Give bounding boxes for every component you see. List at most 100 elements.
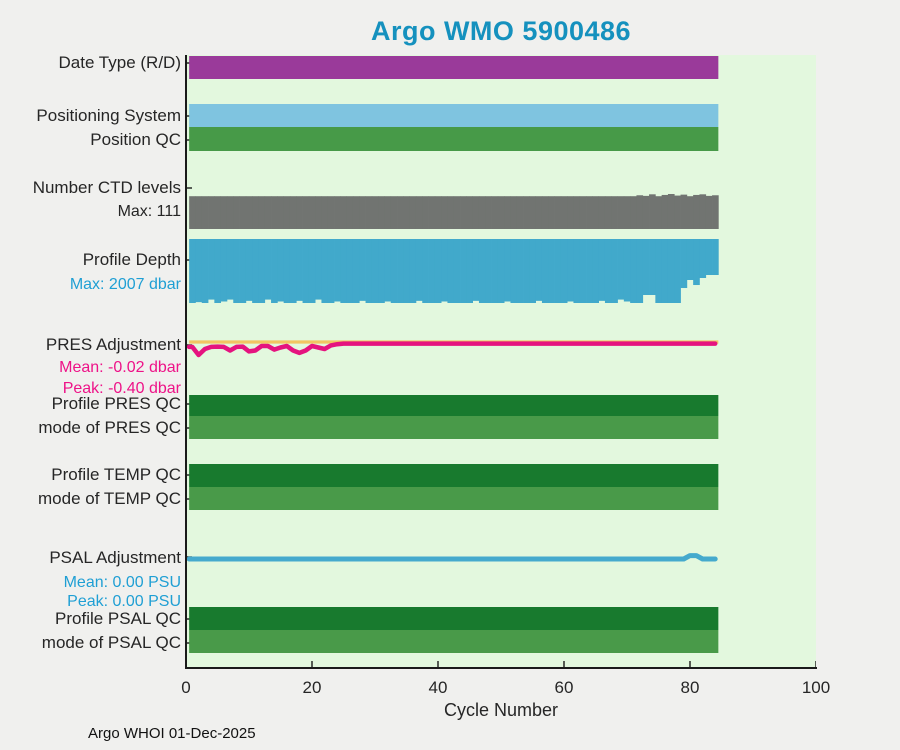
profile_depth-bar <box>233 239 240 303</box>
x-axis-title: Cycle Number <box>443 700 559 720</box>
profile_depth-bar <box>649 239 656 295</box>
profile_depth-bar <box>239 239 247 303</box>
row-label: Profile TEMP QC <box>51 465 181 484</box>
ctd_levels-bar <box>296 196 303 229</box>
ctd_levels-bar <box>674 195 681 229</box>
profile_depth-bar <box>491 239 499 303</box>
ctd_levels-bar <box>573 196 581 229</box>
ctd_levels-bar <box>258 196 266 229</box>
profile_depth-bar <box>340 239 347 303</box>
profile_depth-bar <box>264 239 272 300</box>
profile_depth-bar <box>422 239 429 303</box>
x-tick-label: 100 <box>801 678 831 697</box>
chart-title: Argo WMO 5900486 <box>370 16 632 46</box>
profile_depth-bar <box>226 239 234 300</box>
ctd_levels-bar <box>195 196 203 229</box>
profile_depth-bar <box>611 239 618 303</box>
ctd_levels-bar <box>523 196 530 229</box>
ctd_levels-bar <box>239 196 247 229</box>
ctd_levels-bar <box>390 196 398 229</box>
row-label: Peak: -0.40 dbar <box>62 380 181 397</box>
ctd_levels-bar <box>302 196 310 229</box>
position_qc-band <box>189 127 719 151</box>
ctd_levels-bar <box>579 196 587 229</box>
x-tick-label: 80 <box>680 678 700 697</box>
profile_depth-bar <box>352 239 360 303</box>
ctd_levels-bar <box>642 195 650 229</box>
x-tick-label: 20 <box>302 678 322 697</box>
x-tick-label: 40 <box>428 678 448 697</box>
profile_depth-bar <box>397 239 404 303</box>
row-label: mode of PRES QC <box>38 418 181 437</box>
profile_depth-bar <box>296 239 303 301</box>
profile_depth-bar <box>283 239 291 303</box>
row-label: Profile PSAL QC <box>55 609 181 628</box>
row-label: PRES Adjustment <box>45 335 181 354</box>
ctd_levels-bar <box>478 196 486 229</box>
ctd_levels-bar <box>352 196 360 229</box>
profile_depth-bar <box>220 239 228 302</box>
profile_depth-bar <box>535 239 543 301</box>
profile_depth-bar <box>623 239 631 302</box>
profile_depth-bar <box>277 239 284 302</box>
ctd_levels-bar <box>661 194 669 229</box>
ctd_levels-bar <box>422 196 429 229</box>
profile_depth-bar <box>573 239 581 303</box>
ctd_levels-bar <box>289 196 297 229</box>
ctd_levels-bar <box>447 196 455 229</box>
ctd_levels-bar <box>699 194 707 229</box>
ctd_levels-bar <box>321 196 329 229</box>
ctd_levels-bar <box>397 196 404 229</box>
profile_depth-bar <box>497 239 505 303</box>
profile_depth-bar <box>308 239 316 303</box>
ctd_levels-bar <box>504 196 511 229</box>
row-label: Number CTD levels <box>32 178 181 197</box>
profile_depth-bar <box>472 239 480 301</box>
ctd_levels-bar <box>334 196 341 229</box>
row-label: mode of TEMP QC <box>38 489 181 508</box>
profile_depth-bar <box>447 239 455 303</box>
ctd_levels-bar <box>327 196 335 229</box>
profile_depth-bar <box>667 239 675 303</box>
profile_depth-bar <box>378 239 385 303</box>
profile_depth-bar <box>516 239 524 303</box>
profile_depth-bar <box>478 239 486 303</box>
mode_pres_qc-band <box>189 416 719 439</box>
ctd_levels-bar <box>567 196 574 229</box>
profile_depth-bar <box>302 239 310 303</box>
profile_depth-bar <box>485 239 492 303</box>
row-label: mode of PSAL QC <box>41 633 181 652</box>
profile_depth-bar <box>390 239 398 303</box>
x-tick-label: 60 <box>554 678 574 697</box>
profile_depth-bar <box>680 239 688 289</box>
ctd_levels-bar <box>623 196 631 229</box>
ctd_levels-bar <box>365 196 373 229</box>
ctd_levels-bar <box>655 196 662 229</box>
plot-area <box>186 55 816 668</box>
profile_depth-bar <box>705 239 713 276</box>
profile_depth-bar <box>409 239 417 303</box>
ctd_levels-bar <box>378 196 385 229</box>
profile_depth-bar <box>510 239 518 303</box>
row-label: Date Type (R/D) <box>58 53 181 72</box>
profile_depth-bar <box>604 239 612 303</box>
profile_depth-bar <box>523 239 530 303</box>
pres_adjustment-line <box>186 341 718 358</box>
profile_depth-bar <box>560 239 568 303</box>
profile_pres_qc-band <box>189 395 719 416</box>
profile_depth-bar <box>315 239 322 300</box>
row-label: Position QC <box>90 130 181 149</box>
profile_depth-bar <box>327 239 335 303</box>
row-label: Profile Depth <box>82 250 181 269</box>
ctd_levels-bar <box>226 196 234 229</box>
ctd_levels-bar <box>604 196 612 229</box>
row-label: Profile PRES QC <box>51 394 181 413</box>
profile_depth-bar <box>271 239 278 303</box>
profile_depth-bar <box>453 239 461 303</box>
ctd_levels-bar <box>649 194 656 229</box>
ctd_levels-bar <box>308 196 316 229</box>
mode_psal_qc-band <box>189 630 719 653</box>
ctd_levels-bar <box>315 196 322 229</box>
profile_depth-bar <box>592 239 599 303</box>
ctd_levels-bar <box>371 196 379 229</box>
